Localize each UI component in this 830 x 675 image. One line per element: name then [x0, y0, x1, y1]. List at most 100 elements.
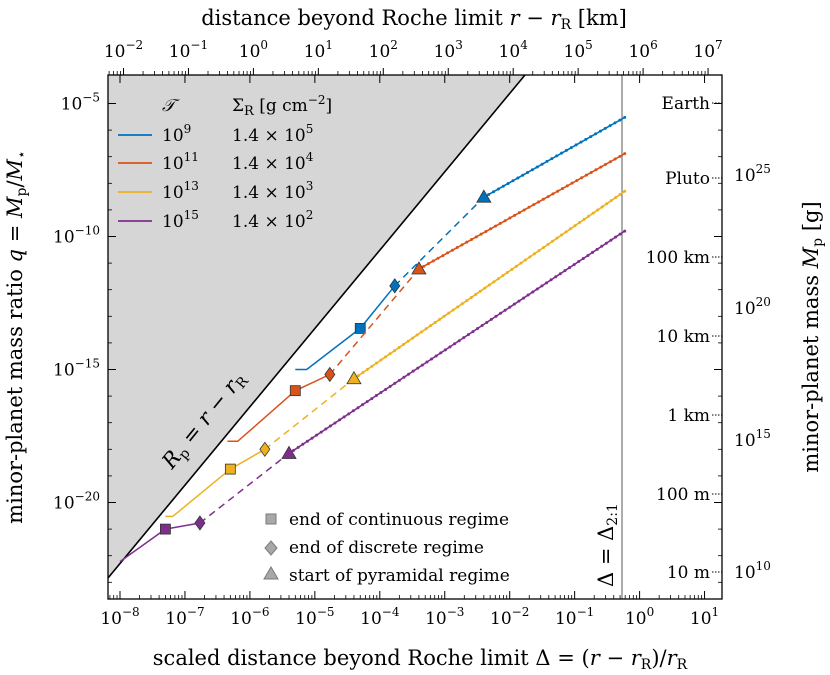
pyramidal-point [485, 320, 489, 324]
pyramidal-point [527, 205, 531, 209]
series-pyramidal-line [483, 116, 626, 198]
legend-T-label: 1013 [162, 179, 199, 203]
pyramidal-point [319, 430, 323, 434]
pyramidal-point [589, 170, 593, 174]
pyramidal-point [356, 374, 360, 378]
pyramidal-point [455, 246, 459, 250]
top-tick-label: 106 [628, 38, 657, 62]
pyramidal-point [589, 135, 593, 139]
pyramidal-point [466, 333, 470, 337]
pyramidal-point [450, 248, 454, 252]
pyramidal-point [517, 211, 521, 215]
pyramidal-point [560, 187, 564, 191]
legend-sigma-label: 1.4 × 102 [232, 208, 313, 232]
discrete-end-marker [324, 366, 336, 383]
pyramidal-point [579, 140, 583, 144]
pyramidal-point [338, 418, 342, 422]
pyramidal-point [487, 283, 491, 287]
pyramidal-point [560, 233, 564, 237]
pyramidal-point [310, 436, 314, 440]
top-tick-label: 105 [564, 38, 593, 62]
ticks-layer: 10−8 10−7 10−6 10−5 10−4 10−3 10−2 10−1 100 101 10… [53, 38, 771, 629]
discrete-end-marker [389, 278, 401, 294]
pyramidal-point [600, 205, 604, 209]
pyramidal-point [584, 173, 588, 177]
pyramidal-point [470, 237, 474, 241]
pyramidal-start-marker [411, 261, 427, 275]
size-label: Earth [662, 94, 711, 114]
right-axis-title: minor-planet mass Mp [g] [799, 201, 826, 472]
pyramidal-point [305, 439, 309, 443]
pyramidal-point [511, 179, 515, 183]
pyramidal-point [453, 342, 457, 346]
pyramidal-start-marker [476, 189, 492, 203]
pyramidal-point [351, 409, 355, 413]
pyramidal-point [598, 129, 602, 133]
pyramidal-point [439, 351, 443, 355]
pyramidal-point [431, 259, 435, 263]
pyramidal-point [434, 354, 438, 358]
roche-line [108, 75, 526, 579]
pyramidal-point [545, 281, 549, 285]
pyramidal-point [550, 157, 554, 161]
pyramidal-point [397, 345, 401, 349]
pyramidal-point [501, 184, 505, 188]
pyramidal-point [498, 221, 502, 225]
pyramidal-point [420, 330, 424, 334]
pyramidal-point [580, 176, 584, 180]
pyramidal-point [514, 264, 518, 268]
pyramidal-point [537, 200, 541, 204]
pyramidal-point [375, 361, 379, 365]
size-label: 100 km [646, 248, 710, 268]
discrete-end-marker [194, 515, 206, 531]
pyramidal-point [551, 239, 555, 243]
pyramidal-point [574, 143, 578, 147]
pyramidal-point [535, 165, 539, 169]
pyramidal-point [555, 236, 559, 240]
pyramidal-point [608, 160, 612, 164]
pyramidal-point [446, 251, 450, 255]
size-label: Pluto [665, 169, 710, 189]
pyramidal-point [393, 349, 397, 353]
pyramidal-point [436, 256, 440, 260]
pyramidal-point [546, 195, 550, 199]
pyramidal-point [460, 302, 464, 306]
pyramidal-point [604, 162, 608, 166]
pyramidal-point [415, 333, 419, 337]
size-label: 10 m [667, 563, 710, 583]
pyramidal-point [535, 287, 539, 291]
legend-T-label: 1011 [162, 150, 199, 174]
series-continuous-line [119, 528, 166, 563]
pyramidal-point [483, 286, 487, 290]
x-tick-label: 10−7 [165, 605, 204, 629]
pyramidal-point [451, 308, 455, 312]
pyramidal-point [613, 121, 617, 125]
pyramidal-point [484, 229, 488, 233]
size-label: 1 km [667, 406, 710, 426]
x-tick-label: 10−1 [555, 605, 594, 629]
y-tick-label: 10−20 [53, 490, 100, 514]
discrete-end-marker [259, 441, 271, 457]
x-tick-label: 10−8 [100, 605, 139, 629]
pyramidal-point [478, 289, 482, 293]
pyramidal-point [516, 176, 520, 180]
pyramidal-point [370, 364, 374, 368]
pyramidal-point [541, 197, 545, 201]
top-tick-label: 103 [434, 38, 463, 62]
pyramidal-point [532, 203, 536, 207]
x-tick-label: 101 [690, 605, 719, 629]
top-tick-label: 102 [369, 38, 398, 62]
pyramidal-point [424, 327, 428, 331]
pyramidal-point [384, 387, 388, 391]
pyramidal-point [540, 162, 544, 166]
pyramidal-point [513, 213, 517, 217]
pyramidal-point [370, 397, 374, 401]
pyramidal-point [526, 293, 530, 297]
pyramidal-point [430, 357, 434, 361]
series-gap-line [394, 196, 485, 287]
pyramidal-point [447, 311, 451, 315]
pyramidal-point [462, 336, 466, 340]
pyramidal-start-marker [281, 445, 297, 459]
pyramidal-point [522, 296, 526, 300]
top-tick-label: 100 [239, 38, 268, 62]
